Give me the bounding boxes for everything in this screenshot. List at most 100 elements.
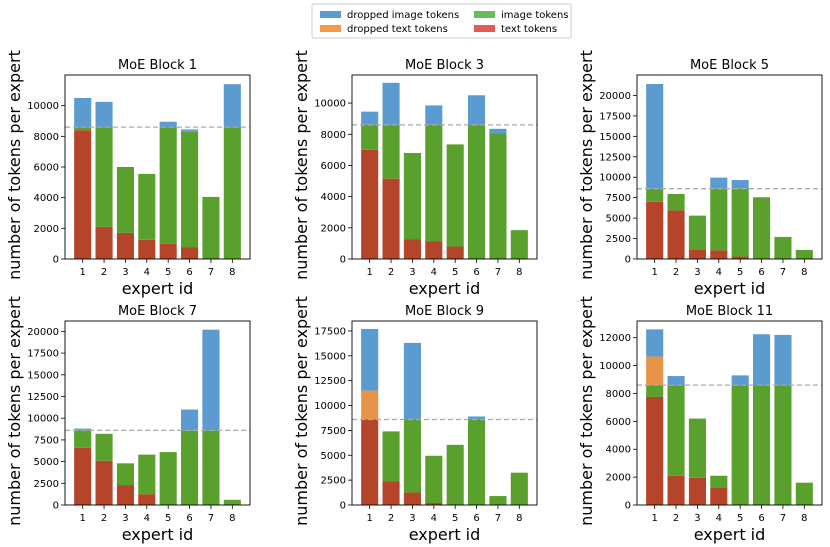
x-tick-label-1: 1	[652, 267, 658, 278]
bar-image-expert-2	[382, 431, 400, 482]
x-axis-label: expert id	[694, 525, 766, 544]
axes-frame	[636, 74, 823, 260]
legend-swatch-dropped-text	[320, 25, 341, 32]
bar-text-expert-4	[425, 503, 443, 505]
bar-dropped-image-expert-6	[181, 129, 199, 132]
bar-image-expert-7	[489, 133, 507, 259]
y-tick-label-10000: 10000	[314, 99, 346, 110]
bar-image-expert-8	[510, 472, 528, 505]
y-tick-label-6000: 6000	[34, 163, 59, 174]
y-tick-label-6000: 6000	[606, 417, 631, 428]
y-tick-label-4000: 4000	[606, 445, 631, 456]
y-axis-label: number of tokens per expert	[577, 296, 596, 526]
bar-image-expert-6	[753, 385, 771, 505]
y-tick-label-17500: 17500	[314, 326, 346, 337]
bar-text-expert-6	[181, 247, 199, 259]
bar-text-expert-5	[731, 256, 749, 259]
x-tick-label-6: 6	[473, 267, 479, 278]
bar-text-expert-2	[382, 178, 400, 259]
bar-image-expert-3	[403, 419, 421, 493]
y-tick-label-12000: 12000	[599, 333, 631, 344]
bar-text-expert-4	[138, 494, 156, 505]
bar-text-expert-5	[159, 243, 177, 259]
bar-text-expert-3	[403, 492, 421, 505]
x-tick-label-5: 5	[165, 267, 171, 278]
bar-dropped-image-expert-4	[710, 177, 728, 189]
x-tick-label-3: 3	[694, 267, 700, 278]
bar-image-expert-2	[382, 124, 400, 179]
legend-label-dropped-image: dropped image tokens	[347, 10, 459, 21]
bar-image-expert-3	[688, 215, 706, 251]
x-tick-label-5: 5	[737, 513, 743, 524]
bar-image-expert-4	[425, 124, 443, 242]
y-tick-label-8000: 8000	[34, 132, 59, 143]
bar-image-expert-6	[468, 419, 486, 505]
y-tick-label-5000: 5000	[34, 457, 59, 468]
y-tick-label-15000: 15000	[599, 132, 631, 143]
bar-text-expert-2	[382, 481, 400, 505]
chart-title: MoE Block 3	[405, 58, 484, 73]
bar-text-expert-3	[116, 232, 134, 259]
chart-title: MoE Block 5	[690, 58, 769, 73]
bar-dropped-image-expert-6	[468, 416, 486, 420]
bar-text-expert-5	[446, 246, 464, 259]
bar-image-expert-1	[361, 124, 379, 150]
bar-dropped-image-expert-7	[774, 334, 792, 386]
y-tick-label-8000: 8000	[321, 130, 346, 141]
x-tick-label-8: 8	[516, 513, 522, 524]
bar-dropped-image-expert-1	[74, 98, 92, 128]
axes-frame	[64, 320, 251, 506]
y-tick-label-7500: 7500	[321, 426, 346, 437]
x-tick-label-7: 7	[780, 513, 786, 524]
bar-image-expert-3	[116, 463, 134, 486]
bar-dropped-image-expert-5	[731, 375, 749, 386]
y-tick-label-0: 0	[625, 501, 631, 512]
axes-frame	[64, 74, 251, 260]
bar-dropped-image-expert-5	[159, 121, 177, 128]
bar-image-expert-6	[468, 124, 486, 260]
x-axis-label: expert id	[409, 525, 481, 544]
bar-image-expert-4	[710, 188, 728, 251]
x-tick-label-5: 5	[452, 513, 458, 524]
x-tick-label-2: 2	[388, 267, 394, 278]
y-tick-label-10000: 10000	[314, 401, 346, 412]
bar-image-expert-8	[795, 250, 813, 259]
bar-dropped-image-expert-1	[74, 428, 92, 431]
chart-title: MoE Block 1	[118, 58, 197, 73]
bar-image-expert-7	[774, 385, 792, 505]
bar-image-expert-6	[753, 197, 771, 259]
bar-image-expert-4	[425, 455, 443, 504]
x-axis-label: expert id	[122, 525, 194, 544]
bar-image-expert-1	[646, 188, 664, 202]
bar-dropped-image-expert-7	[489, 128, 507, 134]
x-tick-label-4: 4	[144, 267, 150, 278]
chart-title: MoE Block 11	[686, 304, 773, 319]
y-tick-label-7500: 7500	[34, 435, 59, 446]
panel-moe-block-5: 1 2 3 4 5 6 7 8 0 2500 5000 7500 10000 12500 15000 1750…	[577, 50, 823, 298]
bar-image-expert-4	[138, 454, 156, 495]
y-tick-label-6000: 6000	[321, 161, 346, 172]
bar-image-expert-3	[116, 167, 134, 233]
y-axis-label: number of tokens per expert	[292, 296, 311, 526]
legend: dropped image tokens dropped text tokens…	[311, 3, 572, 39]
x-tick-label-1: 1	[652, 513, 658, 524]
y-tick-label-2000: 2000	[321, 223, 346, 234]
bar-text-expert-3	[403, 239, 421, 259]
y-tick-label-10000: 10000	[599, 173, 631, 184]
bar-image-expert-8	[223, 499, 241, 505]
x-tick-label-2: 2	[673, 267, 679, 278]
y-tick-label-15000: 15000	[27, 370, 59, 381]
bar-text-expert-4	[425, 241, 443, 259]
y-axis-label: number of tokens per expert	[292, 50, 311, 280]
bar-image-expert-8	[223, 127, 241, 259]
y-tick-label-20000: 20000	[27, 327, 59, 338]
y-tick-label-0: 0	[53, 501, 59, 512]
y-tick-label-4000: 4000	[321, 192, 346, 203]
bar-text-expert-1	[646, 201, 664, 259]
bar-dropped-image-expert-1	[361, 111, 379, 125]
x-tick-label-7: 7	[208, 267, 214, 278]
bar-image-expert-6	[181, 430, 199, 505]
x-tick-label-3: 3	[694, 513, 700, 524]
x-axis-label: expert id	[409, 279, 481, 298]
